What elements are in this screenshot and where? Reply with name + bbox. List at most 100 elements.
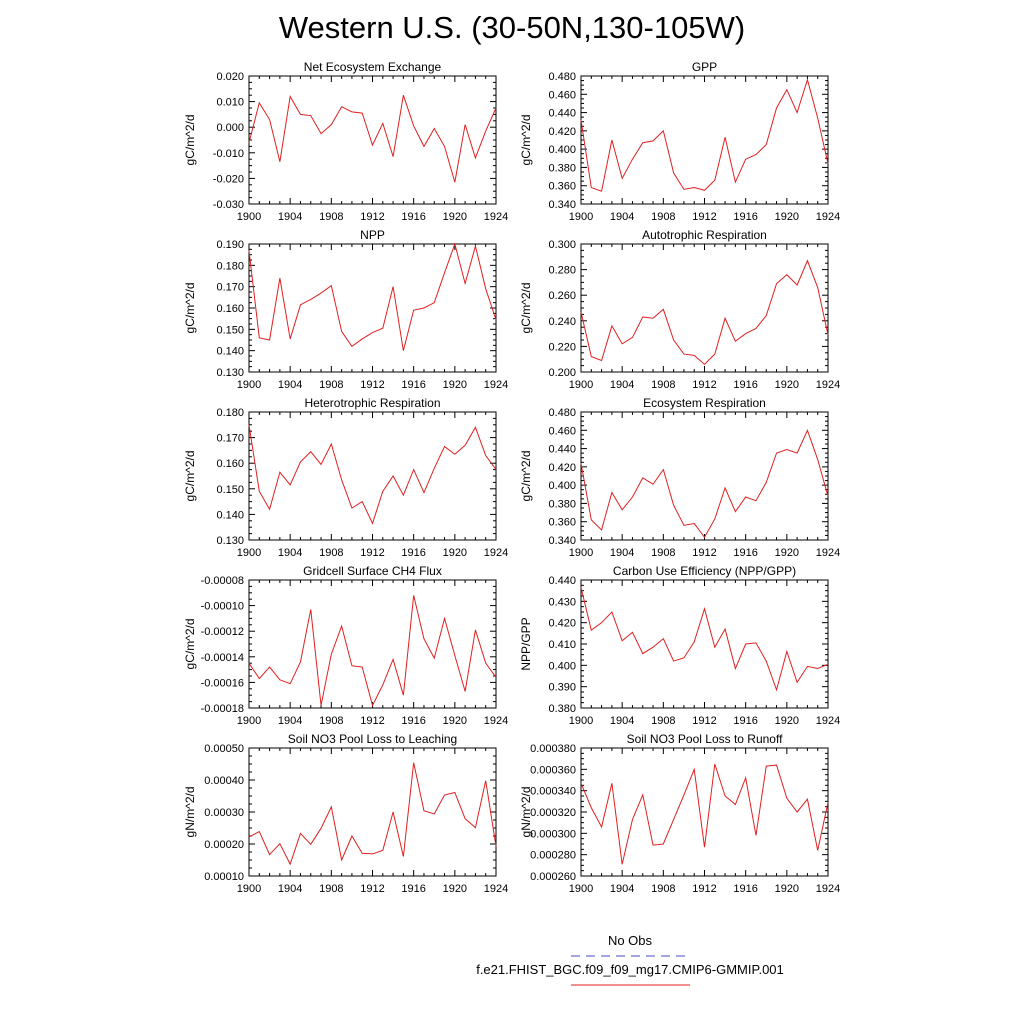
x-tick-label: 1900 [237,883,261,895]
x-tick-label: 1916 [401,883,425,895]
y-tick-label: -0.00008 [201,575,244,587]
x-tick-label: 1924 [816,547,840,559]
y-tick-label: -0.00010 [201,601,244,613]
y-tick-label: 0.000380 [530,743,576,755]
panel-title: Carbon Use Efficiency (NPP/GPP) [613,564,796,578]
x-tick-label: 1924 [484,547,508,559]
y-tick-label: 0.000 [216,122,244,134]
y-tick-label: 0.400 [548,660,576,672]
plot-frame [248,75,497,205]
y-tick-label: 0.00040 [204,775,244,787]
x-tick-label: 1912 [360,379,384,391]
y-tick-label: 0.000300 [530,828,576,840]
y-axis-label: gC/m^2/d [183,451,197,502]
panel-title: Ecosystem Respiration [643,396,766,410]
panel-5: Heterotrophic Respiration gC/m^2/d 1900 190… [183,396,508,559]
y-tick-label: 0.180 [216,407,244,419]
y-tick-label: 0.00050 [204,743,244,755]
y-tick-label: 0.420 [548,462,576,474]
panel-2: GPP gC/m^2/d 1900 1904 1908 1912 1916 1920 1924 0… [519,60,840,223]
plot-frame [580,75,829,205]
x-tick-label: 1924 [816,715,840,727]
x-tick-label: 1908 [319,883,343,895]
y-tick-label: 0.400 [548,144,576,156]
x-tick-label: 1912 [692,547,716,559]
x-tick-label: 1912 [360,715,384,727]
y-tick-label: 0.440 [548,108,576,120]
x-tick-label: 1908 [319,211,343,223]
series-line [248,95,497,183]
series-line [248,762,497,866]
y-axis-label: NPP/GPP [519,617,533,670]
panel-3: NPP gC/m^2/d 1900 1904 1908 1912 1916 1920 1924 0… [183,228,508,391]
x-tick-label: 1920 [443,547,467,559]
panel-4: Autotrophic Respiration gC/m^2/d 1900 1904 1… [519,228,840,391]
panel-title: Heterotrophic Respiration [304,396,440,410]
plot-frame [580,411,829,541]
x-tick-label: 1916 [733,547,757,559]
y-tick-label: 0.000360 [530,764,576,776]
x-tick-label: 1900 [237,379,261,391]
x-tick-label: 1912 [692,379,716,391]
y-tick-label: -0.00016 [201,677,244,689]
y-tick-label: 0.190 [216,239,244,251]
series-line [248,242,497,351]
panel-title: GPP [692,60,717,74]
panel-title: Net Ecosystem Exchange [304,60,442,74]
y-tick-label: 0.440 [548,444,576,456]
y-tick-label: 0.460 [548,425,576,437]
plot-frame [580,579,829,709]
panel-1: Net Ecosystem Exchange gC/m^2/d 1900 1904 19… [183,60,508,223]
plot-frame [248,579,497,709]
y-tick-label: 0.420 [548,126,576,138]
panel-title: NPP [360,228,385,242]
x-tick-label: 1908 [651,379,675,391]
y-tick-label: 0.380 [548,703,576,715]
y-tick-label: 0.000320 [530,807,576,819]
x-tick-label: 1916 [401,547,425,559]
x-tick-label: 1920 [775,379,799,391]
x-tick-label: 1900 [569,211,593,223]
y-tick-label: 0.220 [548,341,576,353]
x-tick-label: 1904 [610,379,634,391]
y-tick-label: 0.480 [548,71,576,83]
y-axis-label: gC/m^2/d [183,283,197,334]
y-tick-label: 0.180 [216,260,244,272]
y-tick-label: 0.010 [216,97,244,109]
x-tick-label: 1924 [816,379,840,391]
x-tick-label: 1920 [775,211,799,223]
y-tick-label: -0.00018 [201,703,244,715]
y-tick-label: 0.140 [216,509,244,521]
x-tick-label: 1900 [569,715,593,727]
x-tick-label: 1916 [733,715,757,727]
y-tick-label: 0.300 [548,239,576,251]
y-axis-label: gC/m^2/d [183,115,197,166]
legend-label: No Obs [608,933,653,948]
series-line [580,763,829,865]
panel-title: Soil NO3 Pool Loss to Leaching [288,732,457,746]
x-tick-label: 1908 [651,547,675,559]
y-tick-label: 0.390 [548,682,576,694]
y-axis-label: gN/m^2/d [519,787,533,838]
x-tick-label: 1904 [278,715,302,727]
x-tick-label: 1924 [484,379,508,391]
series-line [248,595,497,707]
y-tick-label: 0.160 [216,303,244,315]
y-tick-label: 0.410 [548,639,576,651]
y-tick-label: 0.130 [216,367,244,379]
plot-frame [248,243,497,373]
y-tick-label: -0.030 [213,199,244,211]
y-tick-label: 0.340 [548,535,576,547]
y-tick-label: 0.380 [548,498,576,510]
y-tick-label: -0.020 [213,173,244,185]
y-tick-label: -0.00014 [201,652,244,664]
x-tick-label: 1904 [278,211,302,223]
series-line [580,587,829,692]
panel-7: Gridcell Surface CH4 Flux gC/m^2/d 1900 190… [183,564,508,727]
y-tick-label: 0.460 [548,89,576,101]
y-tick-label: 0.440 [548,575,576,587]
panel-title: Autotrophic Respiration [642,228,767,242]
x-tick-label: 1904 [278,547,302,559]
x-tick-label: 1916 [401,211,425,223]
